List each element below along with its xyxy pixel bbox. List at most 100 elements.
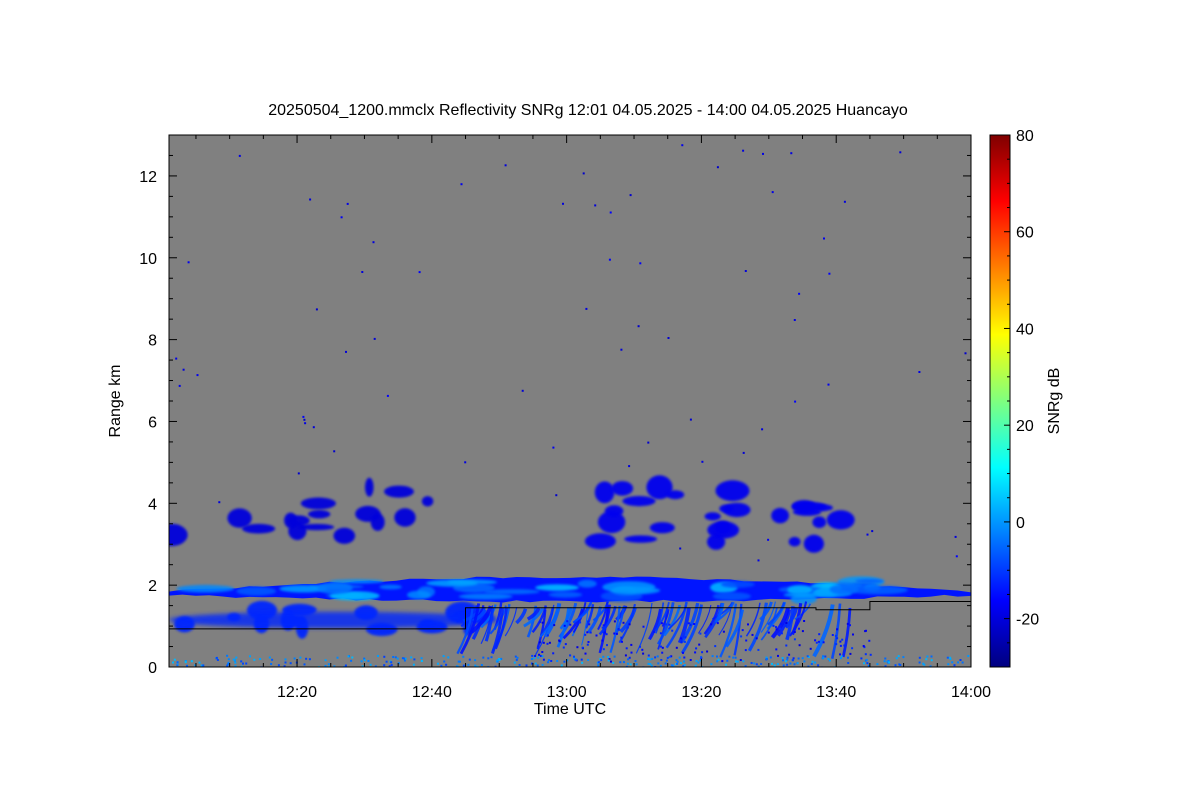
precip-speckle	[772, 624, 775, 627]
precip-speckle	[542, 658, 545, 661]
clutter-speckle	[884, 657, 887, 660]
clutter-speckle	[725, 663, 727, 666]
clutter-speckle	[541, 655, 544, 658]
fallstreak	[609, 605, 621, 654]
clutter-speckle	[360, 660, 363, 663]
clutter-speckle	[760, 663, 763, 665]
precip-speckle	[587, 641, 590, 643]
clutter-speckle	[500, 657, 503, 660]
colorbar-label: SNRg dB	[1046, 368, 1063, 435]
clutter-speckle	[283, 665, 286, 667]
noise-speckle	[460, 183, 463, 186]
noise-speckle	[309, 198, 312, 201]
noise-speckle	[372, 241, 375, 244]
clutter-speckle	[807, 665, 810, 667]
clutter-speckle	[716, 655, 718, 658]
clutter-speckle	[765, 656, 768, 659]
clutter-speckle	[801, 657, 804, 660]
fallstreak	[714, 601, 735, 623]
clutter-speckle	[607, 659, 610, 662]
precip-speckle	[660, 645, 662, 648]
precip-speckle	[618, 628, 621, 631]
clutter-speckle	[612, 661, 615, 664]
clutter-speckle	[390, 661, 393, 664]
clutter-speckle	[305, 657, 308, 660]
fallstreak	[812, 604, 835, 658]
clutter-speckle	[784, 660, 787, 663]
precip-speckle	[716, 622, 719, 625]
clutter-speckle	[515, 665, 518, 667]
clutter-speckle	[949, 656, 952, 659]
clutter-speckle	[926, 655, 929, 658]
clutter-speckle	[227, 663, 229, 666]
precip-speckle	[860, 657, 863, 660]
clutter-speckle	[700, 656, 703, 659]
noise-speckle	[196, 374, 199, 377]
clutter-speckle	[200, 664, 203, 667]
clutter-speckle	[627, 658, 630, 661]
precip-speckle	[534, 655, 537, 657]
precip-speckle	[744, 649, 747, 652]
clutter-speckle	[755, 663, 758, 666]
precip-speckle	[642, 652, 645, 655]
clutter-speckle	[930, 655, 933, 658]
fallstreak	[456, 608, 474, 655]
precip-speckle	[680, 641, 683, 644]
clutter-speckle	[240, 660, 243, 663]
precip-speckle	[620, 636, 623, 639]
precip-speckle	[584, 633, 587, 636]
clutter-speckle	[369, 663, 372, 666]
colorbar-tick-label: 40	[1016, 321, 1034, 338]
echo-layer	[584, 475, 855, 553]
fallstreak	[490, 607, 504, 654]
clutter-speckle	[271, 658, 274, 661]
precip-speckle	[660, 659, 663, 661]
clutter-speckle	[824, 655, 827, 658]
fallstreak	[526, 607, 541, 621]
cloud-base-line	[169, 601, 971, 630]
clutter-speckle	[683, 664, 686, 667]
clutter-speckle	[443, 660, 446, 663]
noise-speckle	[386, 394, 389, 397]
noise-speckle	[182, 368, 185, 371]
clutter-speckle	[459, 660, 461, 663]
precip-speckle	[604, 631, 607, 634]
fallstreak	[648, 608, 663, 641]
fallstreak	[556, 607, 570, 648]
fallstreak	[789, 601, 808, 637]
echo-cell	[308, 510, 331, 519]
clutter-speckle	[563, 660, 566, 663]
clutter-speckle	[462, 664, 465, 667]
noise-speckle	[521, 389, 524, 392]
clutter-speckle	[902, 656, 905, 659]
clutter-speckle	[627, 662, 629, 665]
noise-speckle	[555, 494, 558, 497]
precip-speckle	[601, 639, 604, 642]
precip-speckle	[869, 653, 872, 656]
precip-speckle	[722, 630, 725, 633]
noise-speckle	[609, 211, 612, 214]
clutter-speckle	[961, 661, 964, 664]
clutter-speckle	[259, 658, 262, 660]
clutter-speckle	[744, 665, 747, 667]
colorbar-tick-label: 0	[1016, 515, 1025, 532]
clutter-speckle	[467, 663, 470, 666]
clutter-speckle	[234, 665, 237, 667]
precip-speckle	[689, 623, 692, 626]
clutter-speckle	[814, 661, 817, 664]
noise-speckle	[871, 530, 874, 533]
precip-speckle	[767, 631, 770, 634]
clutter-speckle	[413, 658, 416, 661]
clutter-speckle	[216, 659, 219, 661]
clutter-speckle	[587, 659, 590, 661]
clutter-speckle	[190, 660, 193, 663]
clutter-speckle	[401, 657, 404, 660]
clutter-speckle	[766, 658, 768, 660]
precip-speckle	[836, 637, 839, 640]
precip-speckle	[625, 647, 628, 650]
layer-streak	[279, 585, 328, 593]
precip-speckle	[836, 628, 839, 631]
clutter-speckle	[863, 662, 865, 665]
noise-speckle	[620, 348, 623, 351]
noise-speckle	[716, 166, 719, 169]
